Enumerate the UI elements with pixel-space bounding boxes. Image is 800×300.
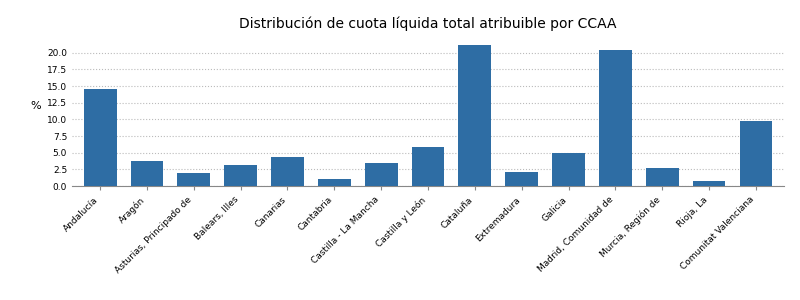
- Y-axis label: %: %: [30, 101, 42, 111]
- Bar: [693, 181, 726, 186]
- Bar: [318, 179, 350, 186]
- Bar: [178, 173, 210, 186]
- Bar: [458, 45, 491, 186]
- Bar: [365, 163, 398, 186]
- Bar: [224, 165, 257, 186]
- Bar: [130, 161, 163, 186]
- Bar: [84, 89, 117, 186]
- Bar: [646, 168, 678, 186]
- Bar: [506, 172, 538, 186]
- Bar: [271, 157, 304, 186]
- Title: Distribución de cuota líquida total atribuible por CCAA: Distribución de cuota líquida total atri…: [239, 16, 617, 31]
- Bar: [552, 153, 585, 186]
- Bar: [599, 50, 632, 186]
- Bar: [739, 121, 772, 186]
- Bar: [412, 147, 444, 186]
